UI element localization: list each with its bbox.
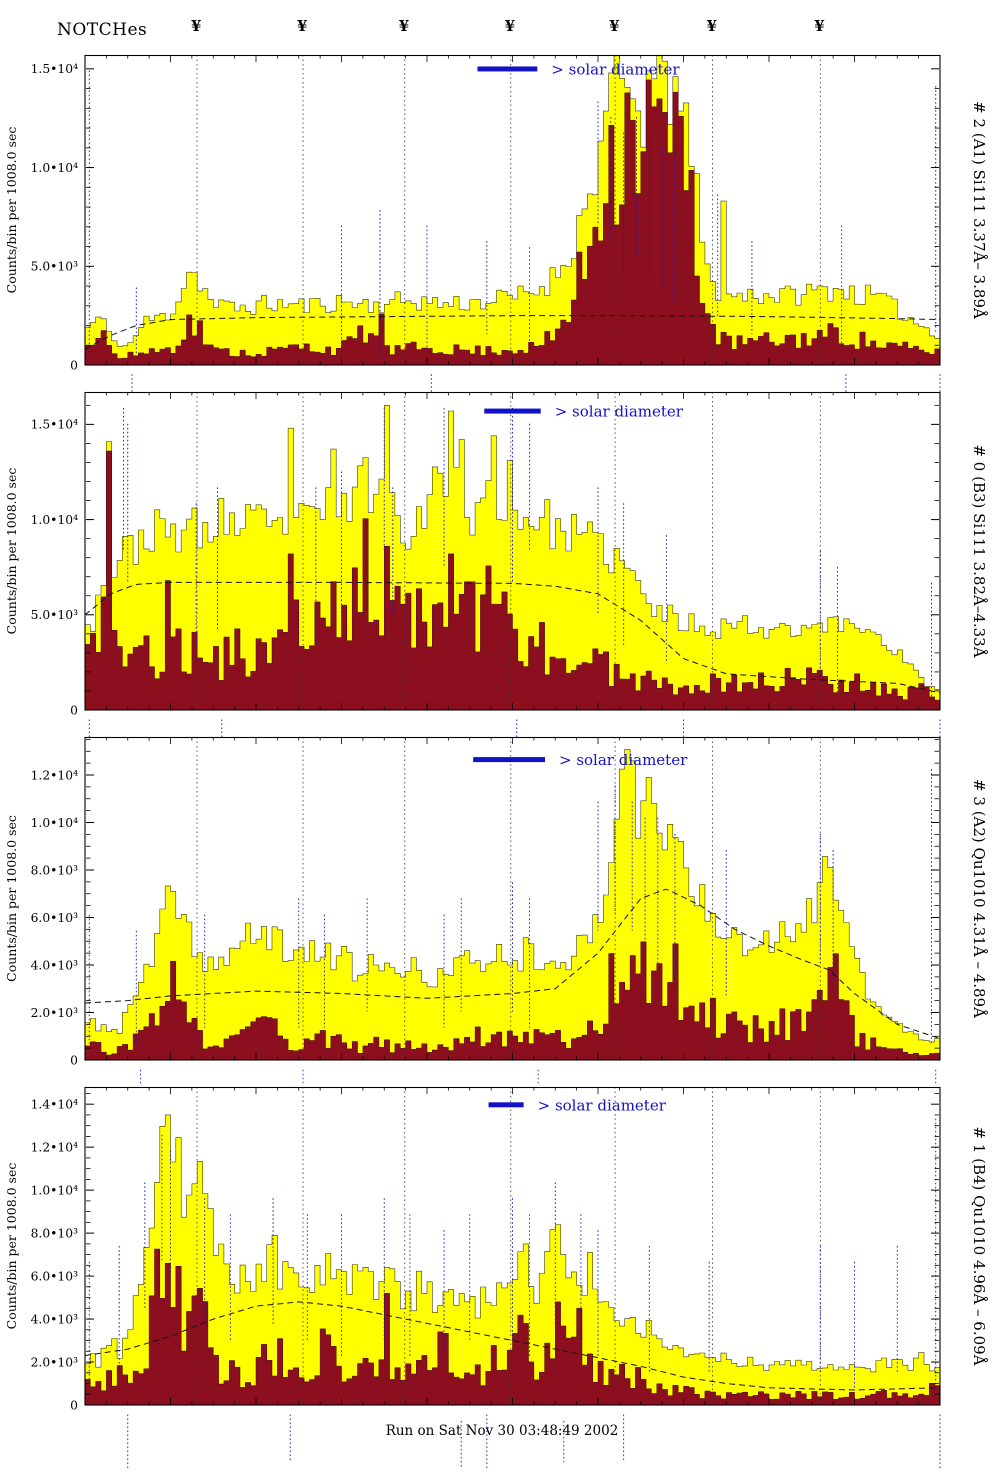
y-axis-tick-label: 0 bbox=[70, 703, 78, 717]
run-timestamp: Run on Sat Nov 30 03:48:49 2002 bbox=[385, 1423, 619, 1439]
y-axis-tick-label: 5.0•10³ bbox=[31, 260, 78, 274]
background-dashed-curve bbox=[85, 888, 940, 1040]
y-axis-tick-label: 8.0•10³ bbox=[31, 863, 78, 877]
y-axis-tick-label: 2.0•10³ bbox=[31, 1006, 78, 1020]
y-axis-tick-label: 6.0•10³ bbox=[31, 911, 78, 925]
notch-marker-icon: ¥ bbox=[504, 17, 516, 35]
plot-frame bbox=[84, 736, 941, 1061]
y-axis-tick-label: 1.2•10⁴ bbox=[31, 1140, 78, 1154]
notch-marker-icon: ¥ bbox=[191, 17, 202, 35]
histogram-background bbox=[85, 79, 940, 365]
panel-right-label: # 3 (A2) Qu1010 4.31Å – 4.89Å bbox=[970, 779, 988, 1018]
plot-frame bbox=[84, 1086, 941, 1406]
y-axis-label: Counts/bin per 1008.0 sec bbox=[4, 1163, 19, 1330]
y-axis-tick-label: 1.4•10⁴ bbox=[31, 1097, 78, 1111]
y-axis-tick-label: 1.0•10⁴ bbox=[31, 816, 78, 830]
y-axis-label: Counts/bin per 1008.0 sec bbox=[4, 815, 19, 982]
panel-right-label: # 2 (A1) Si111 3.37Å– 3.89Å bbox=[970, 101, 988, 319]
histogram-background bbox=[85, 1248, 940, 1405]
histogram-total bbox=[85, 55, 940, 365]
plot-frame bbox=[84, 54, 941, 366]
y-axis-label: Counts/bin per 1008.0 sec bbox=[4, 468, 19, 635]
plot-area bbox=[85, 1114, 940, 1405]
y-axis-tick-label: 1.0•10⁴ bbox=[31, 161, 78, 175]
background-dashed-curve bbox=[85, 315, 940, 350]
solar-diameter-label: > solar diameter bbox=[555, 403, 684, 421]
solar-diameter-bar bbox=[477, 66, 538, 72]
notch-marker-icon: ¥ bbox=[297, 17, 308, 35]
plot-area bbox=[85, 405, 940, 710]
plot-area bbox=[85, 749, 940, 1060]
y-axis-tick-label: 4.0•10³ bbox=[31, 958, 78, 972]
solar-diameter-label: > solar diameter bbox=[559, 751, 688, 769]
y-axis-tick-label: 1.5•10⁴ bbox=[31, 418, 78, 432]
notch-marker-icon: ¥ bbox=[706, 17, 717, 35]
solar-diameter-bar bbox=[473, 757, 545, 763]
histogram-background bbox=[85, 941, 940, 1060]
histogram-background bbox=[85, 450, 940, 710]
y-axis-tick-label: 5.0•10³ bbox=[31, 608, 78, 622]
y-axis-tick-label: 1.0•10⁴ bbox=[31, 513, 78, 527]
panel-svg-2: > solar diameter 0 5.0•10³ 1.0•10⁴ 1.5•10⁴ Co… bbox=[4, 391, 988, 739]
solar-diameter-bar bbox=[484, 408, 541, 414]
panel-right-label: # 0 (B3) Si111 3.82Å–4.33Å bbox=[970, 444, 988, 657]
y-axis-tick-label: 4.0•10³ bbox=[31, 1312, 78, 1326]
panel-svg-3: > solar diameter 0 2.0•10³ 4.0•10³ 6.0•10³ 8.… bbox=[4, 736, 988, 1086]
y-axis-label: Counts/bin per 1008.0 sec bbox=[4, 127, 19, 294]
panel-svg-1: > solar diameter 0 5.0•10³ 1.0•10⁴ 1.5•10⁴ Co… bbox=[4, 54, 988, 393]
y-axis-tick-label: 1.0•10⁴ bbox=[31, 1183, 78, 1197]
y-axis-tick-label: 0 bbox=[70, 1053, 78, 1067]
notch-marker-icon: ¥ bbox=[814, 17, 825, 35]
y-axis-tick-label: 0 bbox=[70, 358, 78, 372]
y-axis-tick-label: 1.5•10⁴ bbox=[31, 62, 78, 76]
solar-diameter-bar bbox=[488, 1102, 524, 1108]
solar-diameter-label: > solar diameter bbox=[551, 60, 680, 78]
notches-title: NOTCHes bbox=[57, 20, 148, 40]
y-axis-tick-label: 0 bbox=[70, 1398, 78, 1412]
plot-frame bbox=[84, 391, 941, 711]
y-axis-tick-label: 8.0•10³ bbox=[31, 1226, 78, 1240]
plot-area bbox=[85, 55, 940, 365]
panel-svg-4: > solar diameter 0 2.0•10³ 4.0•10³ 6.0•10³ 8.… bbox=[4, 1086, 988, 1469]
panel-right-label: # 1 (B4) Qu1010 4.96Å – 6.09Å bbox=[970, 1126, 988, 1365]
y-axis-tick-label: 1.2•10⁴ bbox=[31, 768, 78, 782]
notch-marker-icon: ¥ bbox=[398, 17, 410, 35]
y-axis-tick-label: 2.0•10³ bbox=[31, 1355, 78, 1369]
notch-marker-icon: ¥ bbox=[609, 17, 620, 35]
solar-diameter-label: > solar diameter bbox=[538, 1096, 667, 1114]
background-dashed-curve bbox=[85, 581, 940, 694]
y-axis-tick-label: 6.0•10³ bbox=[31, 1269, 78, 1283]
